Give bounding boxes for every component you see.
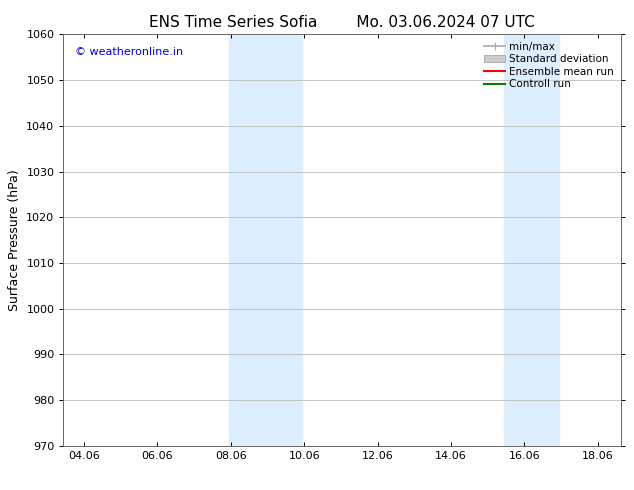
Legend: min/max, Standard deviation, Ensemble mean run, Controll run: min/max, Standard deviation, Ensemble me… [482,40,616,92]
Bar [229,34,302,446]
Bar [504,34,559,446]
Text: ENS Time Series Sofia        Mo. 03.06.2024 07 UTC: ENS Time Series Sofia Mo. 03.06.2024 07 … [150,15,535,30]
Text: © weatheronline.in: © weatheronline.in [75,47,183,57]
Y-axis label: Surface Pressure (hPa): Surface Pressure (hPa) [8,169,21,311]
